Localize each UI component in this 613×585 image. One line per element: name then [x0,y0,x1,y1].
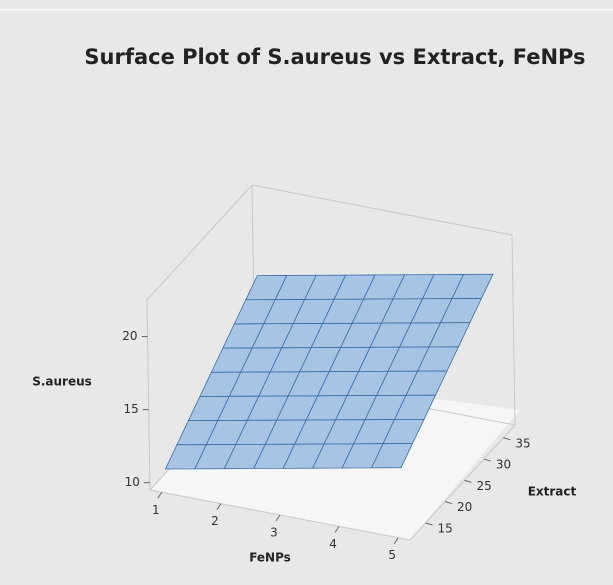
x-tick-label: 5 [388,548,396,562]
chart-title: Surface Plot of S.aureus vs Extract, FeN… [84,45,585,69]
x-tick [157,491,163,499]
x-tick [216,503,222,510]
x-tick-label: 1 [152,503,160,517]
y-tick-label: 35 [515,436,530,450]
z-axis-label: S.aureus [32,375,92,389]
x-tick-label: 2 [211,514,219,528]
y-tick-label: 20 [457,500,472,514]
y-tick [464,479,472,483]
y-tick-label: 15 [438,521,453,535]
x-tick [393,537,399,545]
surface-cell [370,443,414,469]
y-tick-label: 30 [496,458,511,472]
x-tick [275,514,281,522]
box-edge [251,184,513,236]
z-tick-label: 15 [123,402,138,416]
box-edge [511,234,516,426]
x-tick-label: 3 [270,526,278,540]
x-tick-label: 4 [329,537,337,551]
z-tick-label: 10 [125,475,140,489]
y-tick [483,458,492,462]
box-edge [146,184,253,301]
y-axis-label: Extract [528,485,577,499]
x-tick [334,526,340,533]
y-tick [425,522,433,526]
x-axis-label: FeNPs [249,551,291,565]
box-edge [146,299,151,491]
y-tick [444,501,453,505]
y-tick-label: 25 [476,479,491,493]
y-tick [503,437,511,441]
z-tick-label: 20 [122,329,137,343]
box-edge [409,424,516,541]
